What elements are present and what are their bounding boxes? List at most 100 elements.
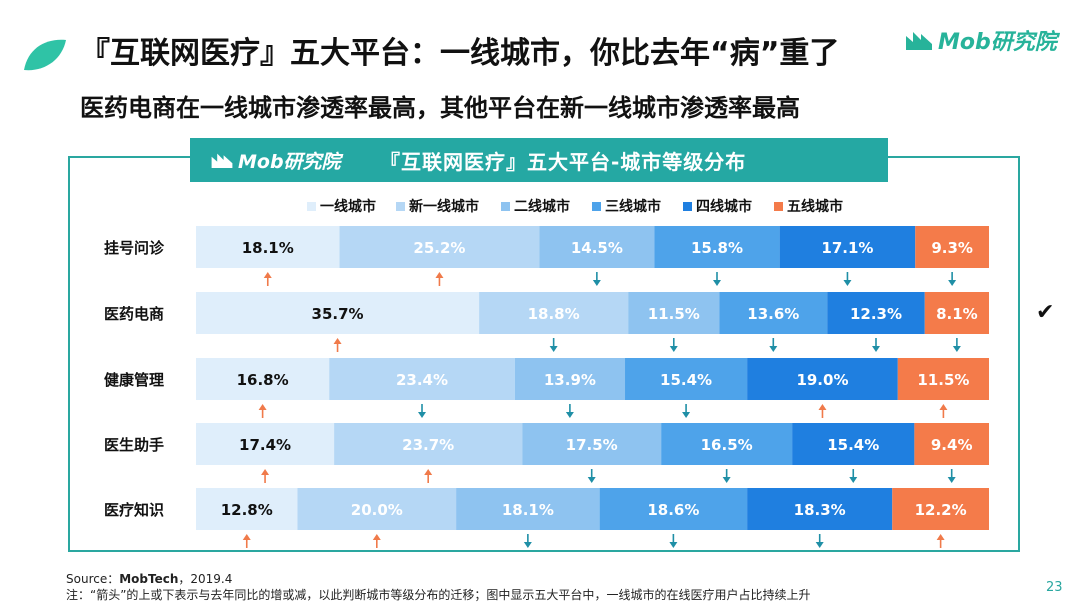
data-label: 13.9%: [544, 371, 596, 389]
bar-segment: [628, 292, 720, 334]
data-label: 23.7%: [402, 436, 454, 454]
data-label: 13.6%: [747, 305, 799, 323]
arrow-down-icon: [722, 469, 731, 483]
arrow-up-icon: [818, 404, 827, 418]
data-label: 8.1%: [936, 305, 978, 323]
arrow-down-icon: [587, 469, 596, 483]
bar-segment: [625, 358, 748, 400]
mob-logo-icon: [211, 153, 233, 168]
data-label: 9.4%: [931, 436, 973, 454]
data-label: 35.7%: [312, 305, 364, 323]
brand-name: Mob研究院: [938, 30, 1057, 55]
legend-item: 一线城市: [307, 196, 376, 216]
arrow-up-icon: [372, 534, 381, 548]
data-label: 18.3%: [794, 501, 846, 519]
source-label: Source：: [66, 572, 120, 586]
bar-segment: [599, 488, 748, 530]
arrow-down-icon: [523, 534, 532, 548]
data-label: 14.5%: [571, 239, 623, 257]
arrow-up-icon: [936, 534, 945, 548]
bar-segment: [915, 226, 989, 268]
check-mark-icon: ✔: [1036, 300, 1055, 325]
data-label: 12.2%: [915, 501, 967, 519]
legend-swatch: [396, 201, 405, 211]
arrow-down-icon: [669, 338, 678, 352]
arrow-up-icon: [939, 404, 948, 418]
bar-segment: [196, 226, 340, 268]
arrow-down-icon: [669, 534, 678, 548]
legend-item: 新一线城市: [396, 196, 479, 216]
leaf-decoration-icon: [24, 39, 66, 71]
bar-segment: [661, 423, 793, 465]
legend-swatch: [592, 201, 601, 211]
legend-swatch: [683, 201, 692, 211]
arrow-down-icon: [592, 272, 601, 286]
data-label: 16.8%: [237, 371, 289, 389]
arrow-down-icon: [947, 469, 956, 483]
arrow-up-icon: [424, 469, 433, 483]
bar-segment: [897, 358, 989, 400]
legend-item: 四线城市: [683, 196, 752, 216]
data-label: 17.4%: [239, 436, 291, 454]
bar-segment: [654, 226, 780, 268]
legend-label: 一线城市: [320, 199, 376, 215]
bar-segment: [297, 488, 457, 530]
legend-item: 三线城市: [592, 196, 661, 216]
arrow-up-icon: [261, 469, 270, 483]
brand-logo: Mob研究院: [904, 24, 1057, 56]
category-label: 健康管理: [104, 371, 164, 389]
data-label: 11.5%: [917, 371, 969, 389]
bar-segment: [196, 292, 480, 334]
arrow-down-icon: [418, 404, 427, 418]
bar-segment: [827, 292, 925, 334]
page-title: 『互联网医疗』五大平台：一线城市，你比去年“病”重了: [80, 36, 840, 71]
arrow-down-icon: [952, 338, 961, 352]
bar-segment: [779, 226, 916, 268]
mob-logo-icon: [906, 32, 932, 50]
bar-segment: [456, 488, 600, 530]
page-subtitle: 医药电商在一线城市渗透率最高，其他平台在新一线城市渗透率最高: [80, 94, 800, 122]
source-name: MobTech: [119, 572, 179, 586]
category-label: 医生助手: [104, 436, 164, 454]
data-label: 15.4%: [827, 436, 879, 454]
chart-banner: Mob研究院 『互联网医疗』五大平台-城市等级分布: [190, 138, 888, 182]
data-label: 18.1%: [502, 501, 554, 519]
legend-swatch: [307, 201, 316, 211]
data-label: 18.8%: [528, 305, 580, 323]
arrow-down-icon: [849, 469, 858, 483]
data-label: 15.4%: [660, 371, 712, 389]
footnote: 注：“箭头”的上或下表示与去年同比的增或减，以此判断城市等级分布的迁移；图中显示…: [66, 588, 811, 602]
banner-brand-name: Mob研究院: [238, 150, 341, 173]
legend-swatch: [774, 201, 783, 211]
category-label: 医药电商: [104, 305, 164, 323]
source-line: Source：MobTech，2019.4: [66, 570, 232, 587]
bar-segment: [514, 358, 626, 400]
arrow-up-icon: [263, 272, 272, 286]
data-label: 15.8%: [691, 239, 743, 257]
bar-segment: [914, 423, 989, 465]
chart-title: 『互联网医疗』五大平台-城市等级分布: [380, 149, 747, 174]
arrow-down-icon: [815, 534, 824, 548]
bar-segment: [719, 292, 828, 334]
bar-segment: [196, 358, 330, 400]
arrow-down-icon: [843, 272, 852, 286]
legend-item: 五线城市: [774, 196, 843, 216]
arrow-up-icon: [242, 534, 251, 548]
arrow-down-icon: [682, 404, 691, 418]
banner-brand: Mob研究院: [210, 147, 341, 174]
legend-item: 二线城市: [501, 196, 570, 216]
bar-segment: [792, 423, 915, 465]
category-label: 挂号问诊: [104, 239, 165, 257]
data-label: 11.5%: [648, 305, 700, 323]
data-label: 12.3%: [850, 305, 902, 323]
bar-segment: [334, 423, 523, 465]
arrow-down-icon: [713, 272, 722, 286]
data-label: 18.6%: [647, 501, 699, 519]
bar-segment: [747, 358, 898, 400]
bar-segment: [522, 423, 662, 465]
bar-segment: [339, 226, 540, 268]
bar-segment: [329, 358, 515, 400]
data-label: 17.5%: [566, 436, 618, 454]
arrow-up-icon: [333, 338, 342, 352]
